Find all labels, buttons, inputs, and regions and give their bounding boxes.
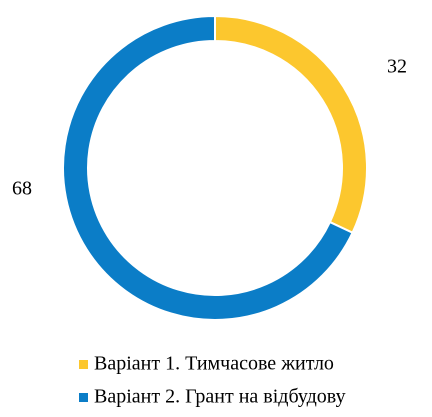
legend-swatch: [79, 360, 88, 369]
data-label: 68: [12, 178, 32, 200]
legend-label: Варіант 2. Грант на відбудову: [94, 386, 346, 408]
donut-slice: [62, 14, 354, 321]
legend-swatch: [79, 393, 88, 402]
data-label: 32: [387, 56, 407, 78]
donut-slice: [214, 14, 368, 235]
legend-label: Варіант 1. Тимчасове житло: [94, 353, 334, 375]
